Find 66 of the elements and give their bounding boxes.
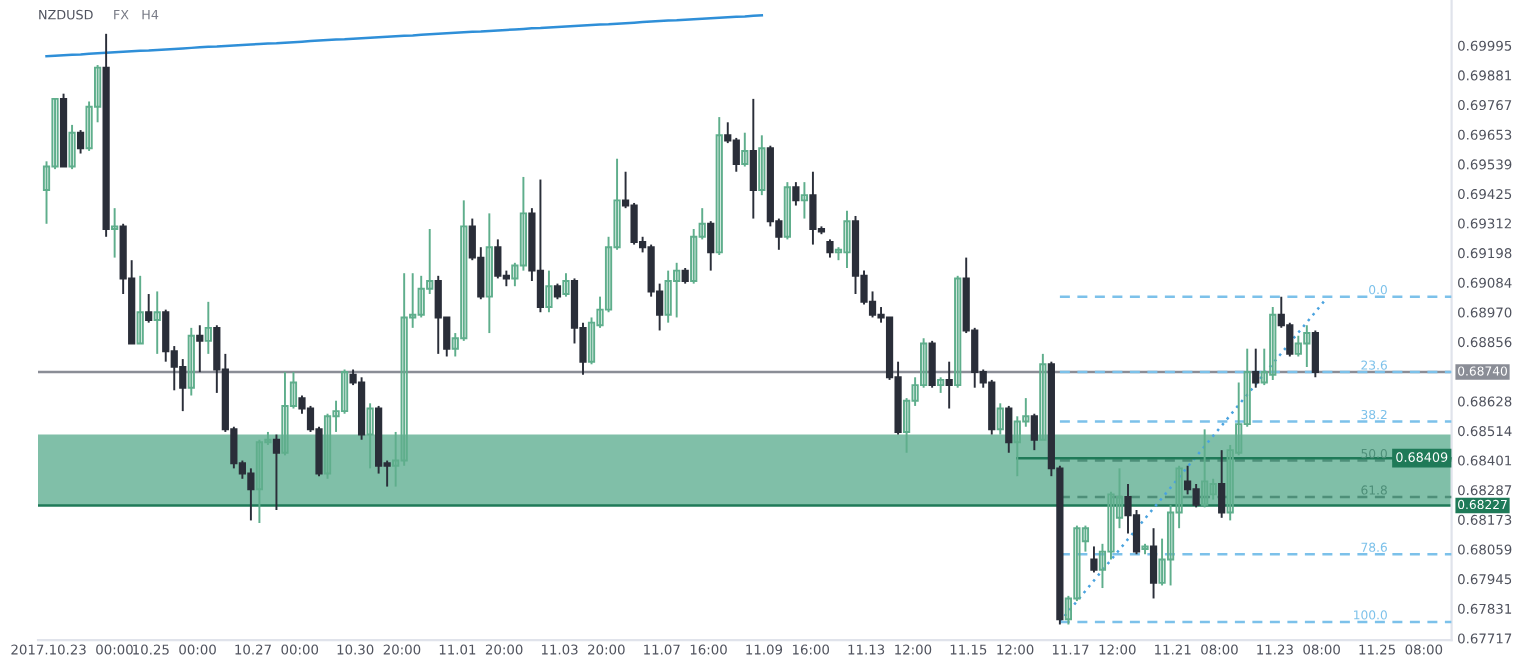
candlestick xyxy=(1201,428,1209,509)
candlestick xyxy=(1294,334,1302,358)
candlestick xyxy=(272,433,281,511)
candlestick xyxy=(281,371,289,457)
candlestick xyxy=(323,412,332,480)
candlestick xyxy=(545,269,553,314)
candlestick xyxy=(809,170,817,246)
candlestick xyxy=(494,238,502,280)
candlestick xyxy=(587,316,596,366)
candlestick xyxy=(758,134,766,197)
candlestick xyxy=(519,175,527,272)
candlestick xyxy=(783,181,791,241)
candlestick xyxy=(1269,306,1277,381)
candlestick xyxy=(145,293,153,324)
candlestick xyxy=(460,199,468,342)
candlestick xyxy=(792,181,800,207)
candlestick xyxy=(417,274,425,319)
candlestick xyxy=(111,207,119,259)
candlestick xyxy=(536,178,545,314)
candlestick xyxy=(673,261,681,319)
candlestick xyxy=(1286,321,1294,358)
candlestick xyxy=(204,300,212,355)
candlestick xyxy=(928,339,936,389)
candlestick xyxy=(400,272,408,467)
candlestick xyxy=(366,402,374,470)
candlestick xyxy=(1030,412,1038,452)
candlestick xyxy=(196,324,204,374)
candlestick xyxy=(136,274,144,345)
candlestick xyxy=(741,131,749,168)
candlestick xyxy=(1252,347,1260,389)
candlestick xyxy=(1311,329,1319,379)
candlestick xyxy=(996,402,1004,436)
candlestick xyxy=(843,209,851,269)
candlestick xyxy=(485,212,493,335)
candlestick xyxy=(749,97,757,220)
candlestick xyxy=(1005,404,1013,454)
line-series xyxy=(1058,300,1326,624)
candlestick xyxy=(1303,324,1311,368)
candlestick xyxy=(800,181,809,220)
candlestick xyxy=(162,308,170,363)
candlestick xyxy=(340,368,349,415)
candlestick xyxy=(707,220,715,272)
candlestick xyxy=(954,274,962,389)
candlestick xyxy=(1192,483,1200,509)
candlestick xyxy=(1039,352,1047,441)
candlestick xyxy=(826,238,834,259)
candlestick xyxy=(988,378,996,436)
candlestick xyxy=(1218,449,1226,519)
candlestick xyxy=(153,290,161,355)
candlestick xyxy=(1013,415,1021,478)
candlestick xyxy=(690,228,698,285)
candlestick xyxy=(187,326,195,397)
candlestick xyxy=(179,358,187,413)
candlestick xyxy=(247,467,255,522)
candlestick xyxy=(1149,527,1158,600)
candlestick xyxy=(434,274,442,355)
candlestick xyxy=(715,116,723,256)
candlestick xyxy=(732,136,740,173)
candlestick xyxy=(76,129,85,155)
candlestick xyxy=(255,438,264,524)
candlestick xyxy=(562,272,570,298)
candlestick xyxy=(68,123,76,171)
candlestick xyxy=(945,360,953,410)
candlestick xyxy=(1090,545,1098,574)
candlestick xyxy=(1209,477,1217,501)
candlestick xyxy=(664,269,672,324)
